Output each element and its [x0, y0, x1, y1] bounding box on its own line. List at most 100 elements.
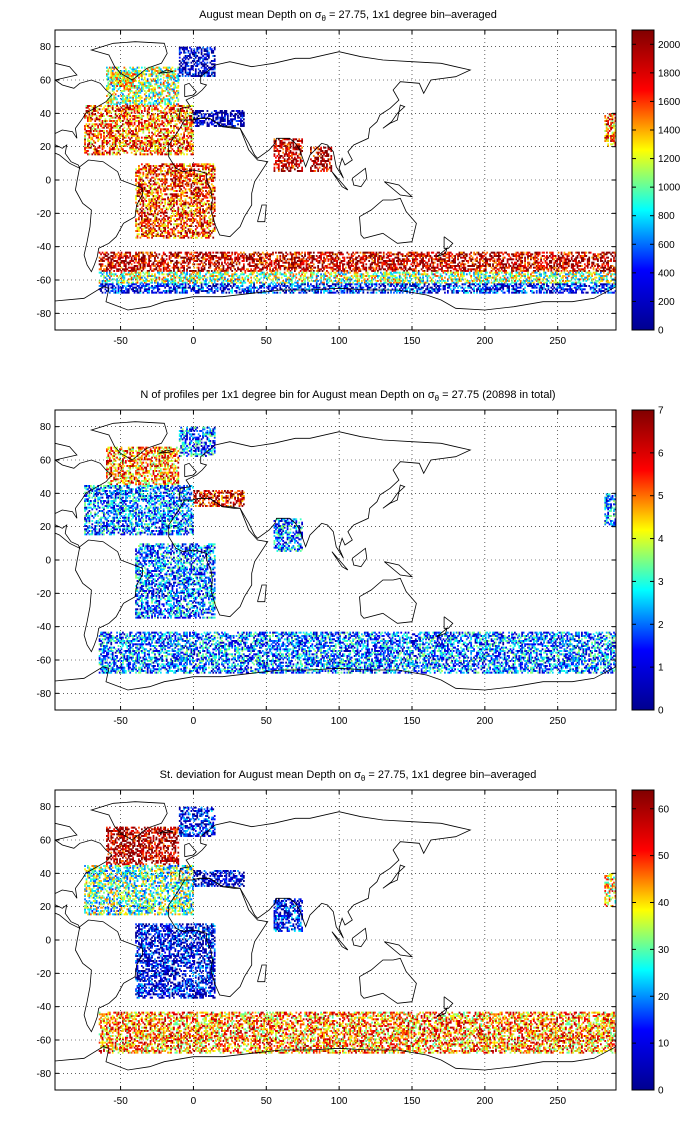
- data-cell: [149, 73, 152, 76]
- data-cell: [183, 48, 185, 51]
- data-cell: [129, 66, 132, 69]
- data-cell: [148, 83, 151, 86]
- data-cell: [88, 108, 91, 111]
- data-cell: [161, 120, 164, 122]
- data-cell: [130, 260, 133, 262]
- data-cell: [165, 125, 168, 127]
- data-cell: [161, 183, 164, 186]
- data-cell: [158, 260, 161, 262]
- data-cell: [279, 143, 282, 146]
- data-cell: [245, 255, 248, 257]
- data-cell: [165, 153, 168, 156]
- data-cell: [175, 256, 178, 259]
- data-cell: [174, 235, 177, 237]
- data-cell: [129, 260, 132, 262]
- data-cell: [184, 61, 187, 64]
- data-cell: [317, 168, 320, 171]
- data-cell: [114, 126, 117, 129]
- data-cell: [140, 258, 143, 261]
- data-cell: [197, 60, 200, 62]
- data-cell: [143, 266, 146, 269]
- data-cell: [286, 160, 289, 162]
- data-cell: [209, 113, 212, 116]
- data-cell: [202, 211, 204, 214]
- data-cell: [173, 78, 175, 81]
- data-cell: [139, 193, 142, 196]
- data-cell: [190, 215, 193, 217]
- data-cell: [159, 105, 162, 107]
- data-cell: [110, 258, 113, 261]
- data-cell: [126, 73, 129, 76]
- data-cell: [130, 105, 133, 107]
- data-cell: [299, 170, 302, 172]
- data-cell: [88, 116, 91, 119]
- data-cell: [126, 128, 129, 131]
- data-cell: [193, 176, 196, 179]
- data-cell: [116, 78, 118, 81]
- data-cell: [177, 165, 180, 167]
- data-cell: [136, 181, 139, 184]
- data-cell: [116, 90, 118, 92]
- data-cell: [215, 110, 218, 112]
- data-cell: [119, 108, 121, 111]
- data-cell: [120, 266, 123, 269]
- data-cell: [193, 218, 196, 221]
- data-cell: [205, 195, 207, 197]
- data-cell: [87, 118, 89, 121]
- data-cell: [210, 270, 213, 272]
- data-cell: [114, 143, 117, 146]
- data-cell: [273, 140, 276, 142]
- data-cell: [130, 80, 133, 82]
- data-cell: [210, 63, 213, 66]
- data-cell: [122, 141, 124, 144]
- data-cell: [136, 268, 139, 271]
- data-cell: [213, 71, 216, 74]
- data-cell: [194, 195, 197, 197]
- data-cell: [184, 183, 187, 186]
- data-cell: [289, 166, 292, 169]
- data-cell: [175, 143, 178, 146]
- data-cell: [173, 230, 175, 232]
- data-cell: [151, 203, 153, 206]
- data-cell: [148, 231, 151, 234]
- data-cell: [111, 153, 114, 156]
- data-cell: [212, 256, 215, 259]
- data-cell: [317, 153, 320, 156]
- data-cell: [133, 121, 136, 124]
- data-cell: [143, 213, 146, 216]
- data-cell: [200, 56, 203, 59]
- data-cell: [127, 108, 130, 111]
- data-cell: [206, 53, 209, 56]
- data-cell: [194, 75, 197, 77]
- data-cell: [177, 81, 180, 84]
- data-cell: [196, 206, 199, 209]
- data-cell: [87, 150, 89, 152]
- data-cell: [165, 163, 168, 166]
- data-cell: [209, 191, 212, 194]
- data-cell: [199, 70, 202, 72]
- data-cell: [116, 268, 118, 271]
- data-cell: [213, 58, 216, 61]
- data-cell: [171, 148, 174, 151]
- data-cell: [170, 108, 172, 111]
- data-cell: [260, 261, 263, 264]
- data-cell: [149, 206, 152, 209]
- data-cell: [151, 136, 153, 139]
- data-cell: [167, 68, 169, 71]
- data-cell: [208, 186, 210, 189]
- data-cell: [191, 255, 194, 257]
- data-cell: [193, 188, 196, 191]
- data-cell: [277, 160, 280, 162]
- data-cell: [136, 203, 139, 206]
- data-cell: [149, 268, 152, 271]
- data-cell: [202, 256, 204, 259]
- data-cell: [114, 83, 117, 86]
- data-cell: [120, 115, 123, 117]
- data-cell: [186, 265, 188, 267]
- data-cell: [161, 260, 164, 262]
- data-cell: [180, 105, 183, 107]
- data-cell: [145, 230, 148, 232]
- data-cell: [132, 268, 134, 271]
- data-cell: [165, 151, 168, 154]
- data-cell: [140, 110, 143, 112]
